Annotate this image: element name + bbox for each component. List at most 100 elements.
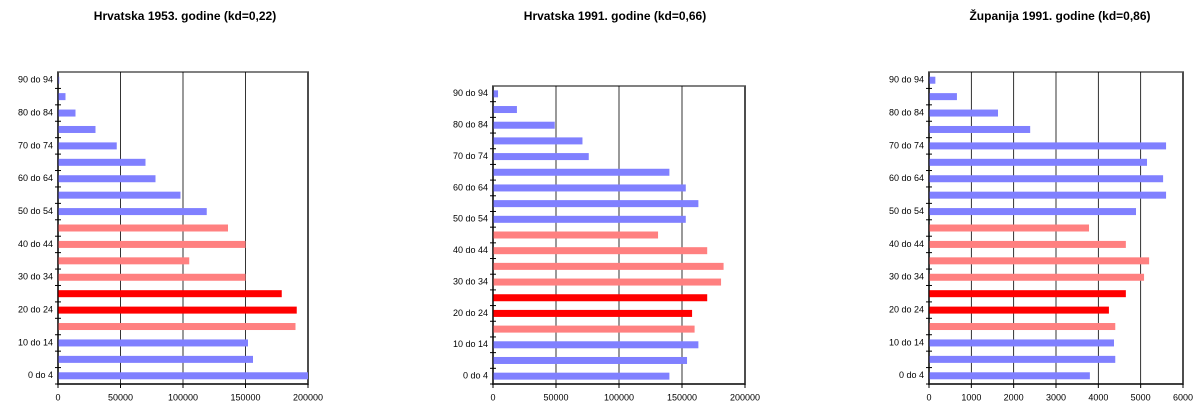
bar [58, 339, 248, 347]
x-tick-label: 0 [490, 392, 495, 402]
x-tick-label: 4000 [1088, 392, 1108, 402]
y-tick-label: 80 do 84 [889, 107, 924, 117]
bar [493, 215, 686, 223]
y-tick-label: 70 do 74 [453, 151, 488, 161]
x-tick-label: 6000 [1173, 392, 1193, 402]
x-tick-label: 1000 [961, 392, 981, 402]
y-tick-label: 90 do 94 [889, 75, 924, 85]
y-tick-label: 40 do 44 [18, 239, 53, 249]
bar [929, 290, 1126, 298]
bar [929, 240, 1126, 248]
bar [58, 323, 296, 331]
bar [58, 109, 76, 117]
bar [493, 184, 686, 192]
bar [58, 224, 228, 232]
bar [929, 224, 1090, 232]
y-tick-label: 90 do 94 [18, 75, 53, 85]
x-tick-label: 150000 [230, 392, 260, 402]
x-tick-label: 100000 [604, 392, 634, 402]
bar [58, 76, 60, 84]
x-tick-label: 0 [926, 392, 931, 402]
chart-title: Županija 1991. godine (kd=0,86) [969, 8, 1150, 23]
bar [929, 142, 1167, 150]
bar [929, 208, 1137, 216]
bar [58, 208, 207, 216]
bar [929, 158, 1148, 166]
bar [58, 175, 156, 183]
y-tick-label: 60 do 64 [889, 173, 924, 183]
y-tick-label: 0 do 4 [28, 370, 53, 380]
bar [929, 76, 936, 84]
y-tick-label: 10 do 14 [18, 337, 53, 347]
y-tick-label: 50 do 54 [453, 214, 488, 224]
x-tick-label: 200000 [730, 392, 760, 402]
bar [58, 191, 181, 199]
bar [929, 273, 1145, 281]
x-tick-label: 100000 [168, 392, 198, 402]
bar [493, 356, 688, 364]
bar [929, 175, 1164, 183]
bar [58, 240, 246, 248]
x-tick-label: 50000 [108, 392, 133, 402]
y-tick-label: 10 do 14 [453, 339, 488, 349]
bar [58, 142, 117, 150]
x-tick-label: 5000 [1131, 392, 1151, 402]
bar [929, 125, 1031, 133]
y-tick-label: 60 do 64 [453, 182, 488, 192]
y-tick-label: 0 do 4 [463, 371, 488, 381]
bar [58, 273, 246, 281]
y-tick-label: 80 do 84 [453, 120, 488, 130]
bar [493, 325, 695, 333]
y-tick-label: 80 do 84 [18, 107, 53, 117]
y-tick-label: 70 do 74 [889, 140, 924, 150]
bar [58, 355, 253, 363]
bar [929, 339, 1114, 347]
bar [493, 294, 708, 302]
y-tick-label: 0 do 4 [899, 370, 924, 380]
bar [929, 257, 1150, 265]
y-tick-label: 20 do 24 [889, 304, 924, 314]
y-tick-label: 50 do 54 [18, 206, 53, 216]
bar [58, 93, 66, 101]
bar [58, 257, 190, 265]
bar [493, 106, 517, 114]
bar [493, 90, 499, 98]
bar [58, 306, 297, 314]
x-tick-label: 50000 [543, 392, 568, 402]
bar [493, 247, 708, 255]
bar [929, 323, 1116, 331]
bar [493, 168, 670, 176]
bar [493, 262, 724, 270]
bar [58, 158, 146, 166]
chart-title: Hrvatska 1953. godine (kd=0,22) [94, 9, 276, 23]
bar [493, 278, 722, 286]
y-tick-label: 30 do 34 [18, 272, 53, 282]
bar [929, 191, 1167, 199]
y-tick-label: 70 do 74 [18, 140, 53, 150]
bar [58, 125, 96, 133]
x-tick-label: 150000 [667, 392, 697, 402]
bar [929, 109, 999, 117]
x-tick-label: 3000 [1046, 392, 1066, 402]
chart-title: Hrvatska 1991. godine (kd=0,66) [524, 9, 706, 23]
y-tick-label: 60 do 64 [18, 173, 53, 183]
y-tick-label: 30 do 34 [453, 276, 488, 286]
y-tick-label: 90 do 94 [453, 88, 488, 98]
bar [929, 355, 1116, 363]
y-tick-label: 30 do 34 [889, 272, 924, 282]
bar [493, 341, 699, 349]
bar [929, 93, 957, 101]
bar [493, 200, 699, 208]
bar [929, 306, 1109, 314]
bar [929, 372, 1090, 380]
bar [493, 137, 583, 145]
y-tick-label: 20 do 24 [18, 304, 53, 314]
bar [58, 290, 282, 298]
x-tick-label: 2000 [1004, 392, 1024, 402]
y-tick-label: 20 do 24 [453, 308, 488, 318]
y-tick-label: 40 do 44 [453, 245, 488, 255]
bar [58, 372, 308, 380]
bar [493, 153, 589, 161]
x-tick-label: 0 [55, 392, 60, 402]
y-tick-label: 10 do 14 [889, 337, 924, 347]
